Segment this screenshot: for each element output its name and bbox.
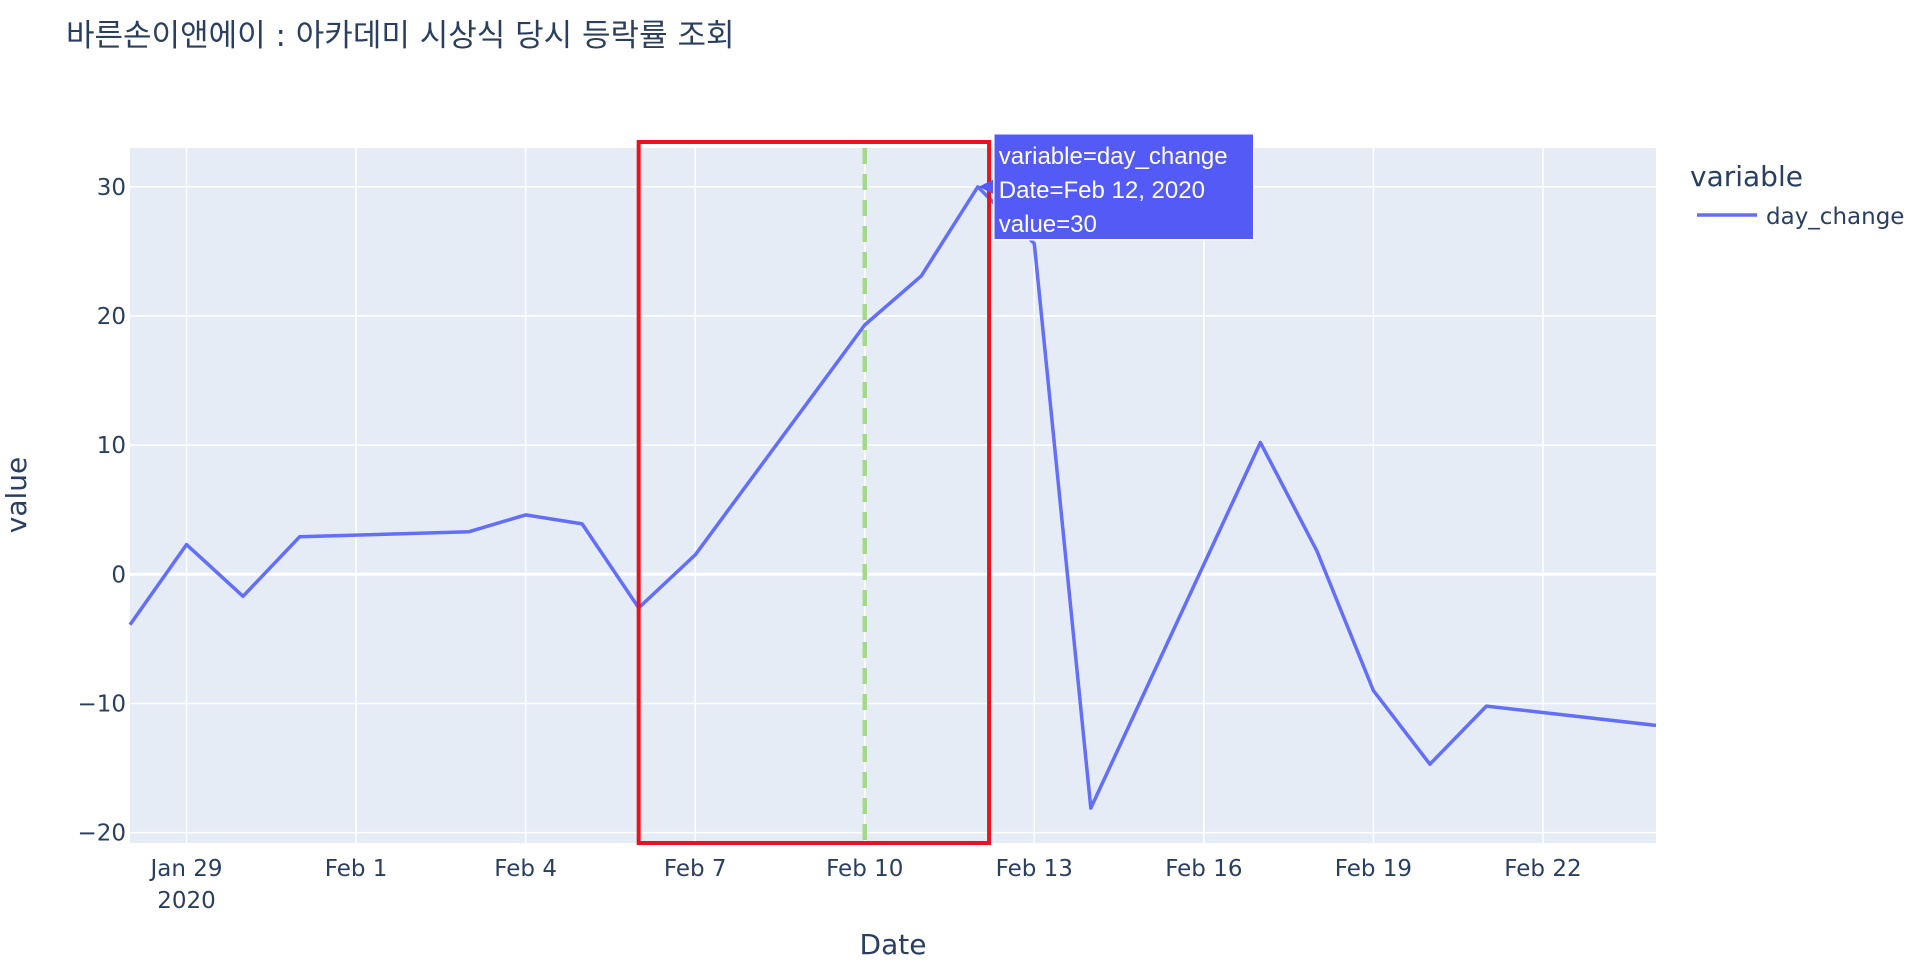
hover-line-variable: variable=day_change xyxy=(999,143,1228,170)
hover-pointer xyxy=(978,178,995,195)
x-tick-label: Feb 13 xyxy=(996,856,1073,882)
y-tick-label: −20 xyxy=(77,821,126,847)
legend-title: variable xyxy=(1690,160,1803,193)
legend: variable day_change xyxy=(1690,160,1904,230)
y-tick-label: −10 xyxy=(77,691,126,717)
hover-label: variable=day_change Date=Feb 12, 2020 va… xyxy=(978,133,1255,241)
hover-line-value: value=30 xyxy=(999,211,1097,238)
x-tick-label: Feb 1 xyxy=(325,856,388,882)
x-tick-label: Feb 4 xyxy=(494,856,557,882)
y-tick-label: 30 xyxy=(97,175,126,201)
y-tick-label: 10 xyxy=(97,433,126,459)
x-tick-label: Jan 29 xyxy=(148,856,222,882)
x-tick-label: Feb 7 xyxy=(664,856,727,882)
series-line-day_change[interactable] xyxy=(128,185,1657,810)
x-tick-label: Feb 22 xyxy=(1504,856,1581,882)
hover-label-background xyxy=(993,133,1255,241)
highlight-box xyxy=(636,140,992,845)
y-gridlines xyxy=(130,186,1656,834)
x-tick-label: Feb 16 xyxy=(1165,856,1242,882)
x-tick-year: 2020 xyxy=(157,888,216,914)
hover-line-date: Date=Feb 12, 2020 xyxy=(999,177,1205,204)
x-tick-labels: Jan 29 2020 Feb 1 Feb 4 Feb 7 Feb 10 Feb 13 Feb… xyxy=(148,856,1581,914)
y-tick-labels: −20 −10 0 10 20 30 xyxy=(77,175,126,847)
x-tick-label: Feb 10 xyxy=(826,856,903,882)
plot-area[interactable] xyxy=(130,148,1656,843)
legend-item-day_change[interactable]: day_change xyxy=(1697,204,1904,230)
y-tick-label: 0 xyxy=(111,562,126,588)
legend-label: day_change xyxy=(1766,204,1904,230)
x-tick-label: Feb 19 xyxy=(1335,856,1412,882)
y-tick-label: 20 xyxy=(97,304,126,330)
y-axis-title: value xyxy=(0,457,33,533)
chart-title: 바른손이앤에이 : 아카데미 시상식 당시 등락률 조회 xyxy=(66,18,735,54)
x-axis-title: Date xyxy=(860,928,927,961)
